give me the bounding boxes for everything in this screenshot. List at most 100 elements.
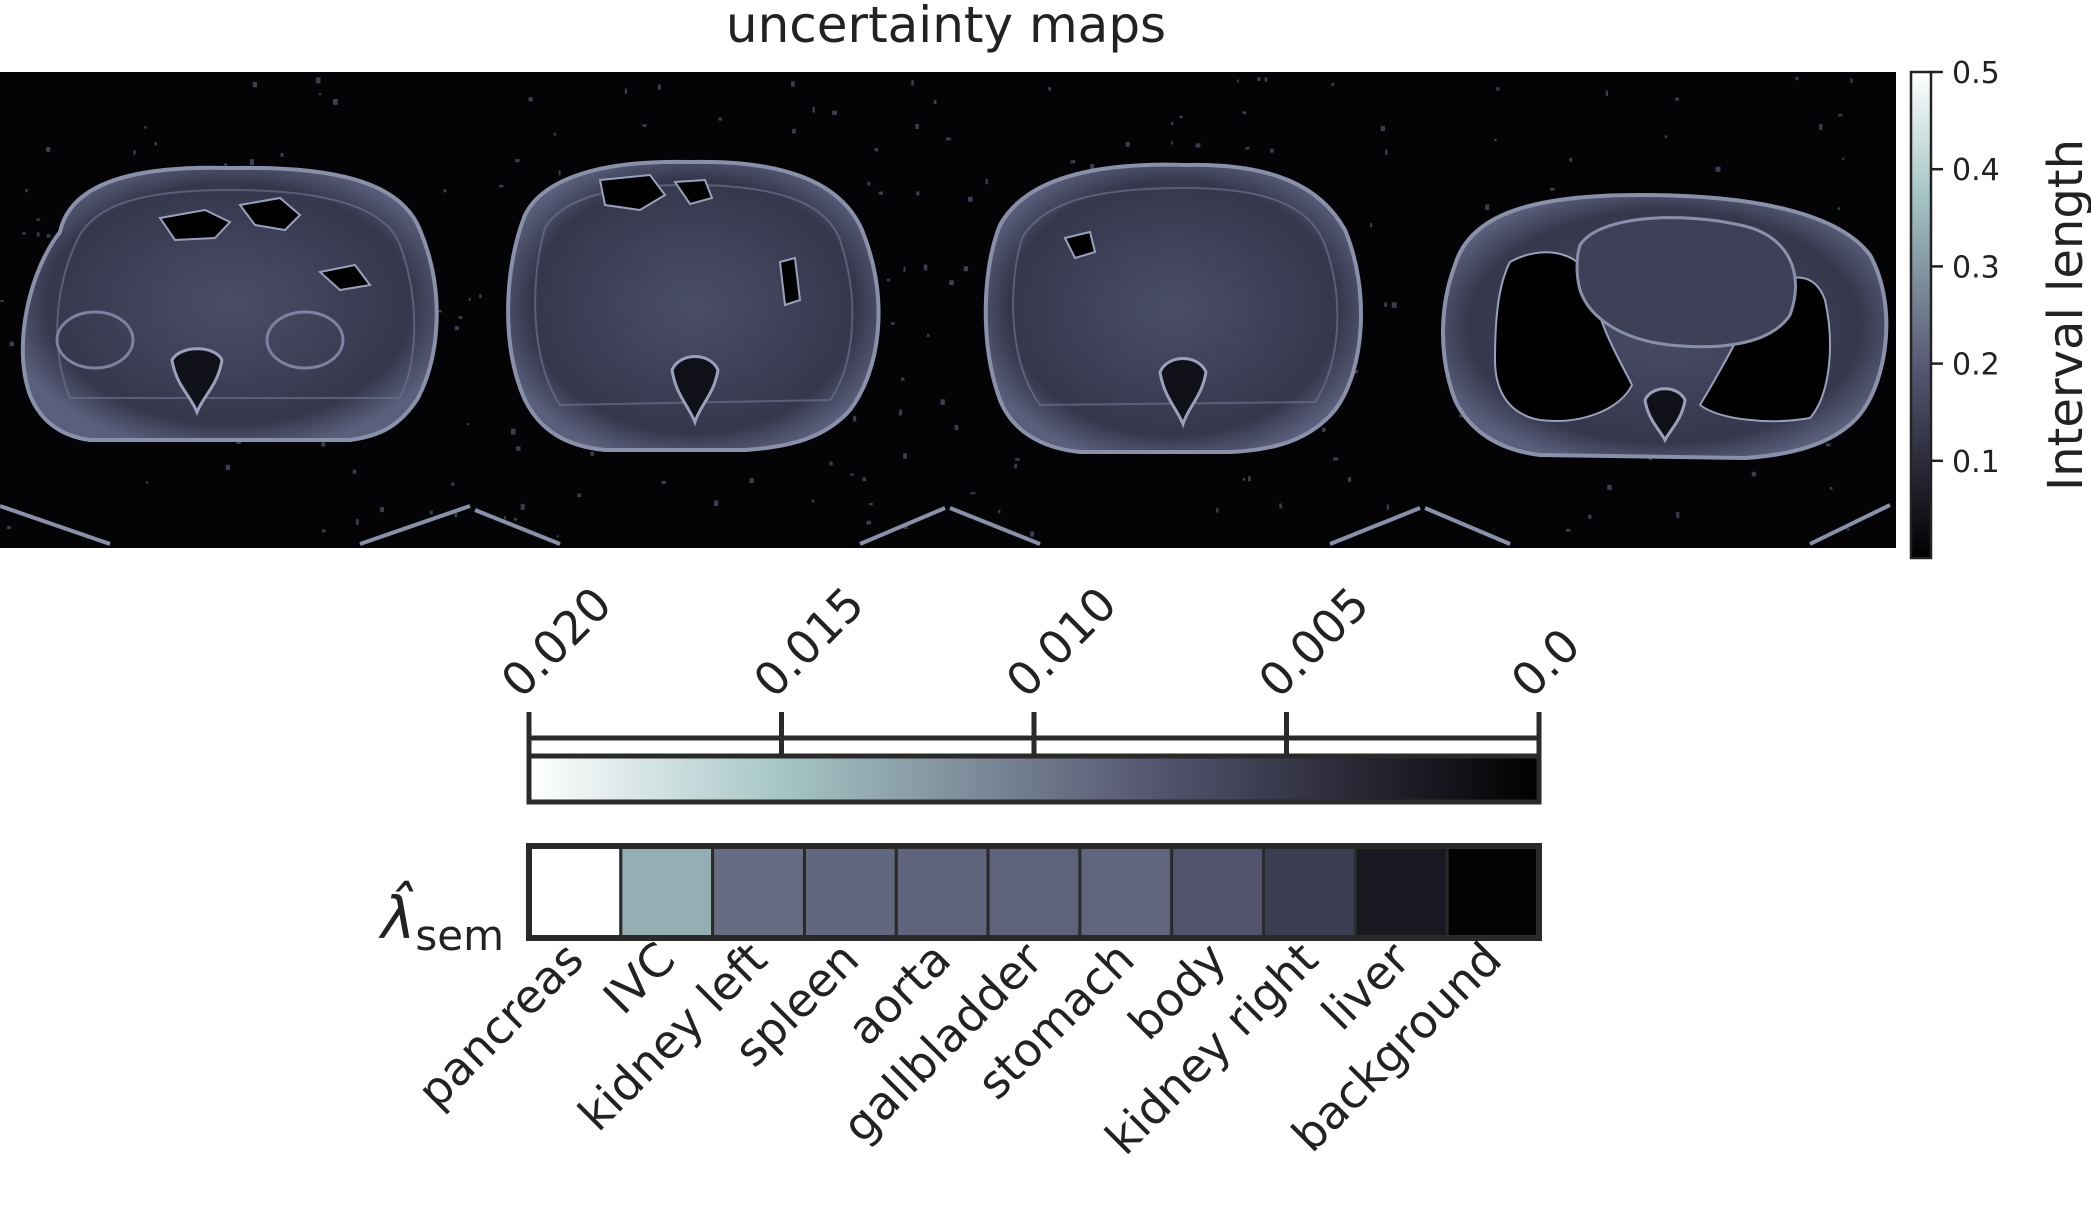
speckle — [510, 428, 516, 435]
table-line — [949, 506, 1421, 546]
speckle — [9, 341, 14, 347]
speckle — [280, 153, 284, 157]
speckle — [1829, 486, 1833, 490]
speckle — [791, 81, 795, 87]
speckle — [1837, 207, 1841, 210]
speckle — [1370, 223, 1373, 228]
speckle — [224, 163, 228, 166]
speckle — [21, 232, 27, 235]
speckle — [1248, 476, 1251, 482]
speckle — [1846, 528, 1850, 531]
spine — [170, 347, 224, 416]
speckle — [1014, 464, 1018, 469]
speckle — [749, 478, 754, 484]
inner-wall — [56, 188, 416, 399]
speckle — [866, 520, 872, 525]
colorbar-tick-label: 0.2 — [1952, 348, 2000, 383]
scale-tick-label: 0.020 — [491, 576, 622, 707]
speckle — [46, 234, 51, 238]
chart-title: uncertainty maps — [726, 0, 1166, 54]
speckle — [1664, 135, 1668, 139]
bowel-gas — [1063, 230, 1097, 260]
kidney-right — [265, 310, 345, 370]
speckle — [1355, 370, 1358, 374]
lambda-cell — [619, 844, 715, 940]
speckle — [355, 519, 359, 525]
speckle — [1605, 90, 1608, 97]
speckle — [829, 461, 833, 466]
scale-tick-label: 0.015 — [743, 576, 874, 707]
speckle — [37, 232, 40, 237]
speckle — [1674, 97, 1679, 101]
speckle — [515, 158, 520, 163]
speckle — [1015, 458, 1020, 461]
speckle — [903, 453, 907, 459]
speckle — [899, 409, 902, 416]
speckle — [553, 132, 557, 136]
speckle — [915, 123, 919, 129]
speckle — [352, 469, 357, 474]
speckle — [1385, 149, 1388, 155]
speckle — [868, 502, 873, 506]
speckle — [236, 440, 242, 444]
speckle — [874, 148, 879, 152]
speckle — [436, 310, 442, 313]
speckle — [970, 492, 976, 495]
spine — [1643, 387, 1687, 444]
speckle — [642, 124, 647, 127]
speckle — [903, 266, 906, 272]
speckle — [36, 218, 41, 221]
lambda-cell — [1078, 844, 1174, 940]
speckle — [528, 97, 533, 102]
speckle — [1270, 148, 1274, 153]
speckle — [878, 191, 884, 195]
speckle — [886, 278, 890, 282]
speckle — [520, 503, 525, 510]
lambda-cell — [802, 844, 898, 940]
table-line — [0, 504, 471, 546]
colorbar-tick-label: 0.4 — [1952, 153, 2000, 188]
speckle — [661, 480, 666, 484]
speckle — [1216, 508, 1219, 513]
speckle — [714, 500, 719, 507]
speckle — [333, 99, 338, 105]
colorbar-tick-label: 0.3 — [1952, 250, 2000, 285]
speckle — [1242, 478, 1246, 481]
speckle — [144, 126, 147, 129]
speckle — [318, 93, 322, 96]
lambda-cell — [1170, 844, 1266, 940]
spine — [670, 355, 720, 427]
speckle — [916, 191, 920, 196]
speckle — [1030, 531, 1035, 537]
speckle — [499, 184, 504, 188]
speckle — [1090, 164, 1095, 170]
speckle — [1070, 160, 1076, 164]
speckle — [1676, 512, 1680, 518]
speckle — [590, 451, 594, 456]
speckle — [1242, 111, 1247, 115]
speckle — [1279, 503, 1282, 509]
speckle — [1850, 78, 1853, 83]
speckle — [466, 423, 469, 426]
lambda-subscript: sem — [415, 911, 504, 960]
body-outline — [506, 159, 881, 452]
speckle — [853, 415, 857, 422]
table-line — [1424, 503, 1891, 546]
speckle — [1825, 443, 1831, 447]
speckle — [1236, 79, 1239, 83]
speckle — [321, 442, 326, 447]
speckle — [792, 128, 796, 134]
speckle — [1837, 114, 1843, 117]
lambda-cell — [986, 844, 1082, 940]
speckle — [454, 512, 458, 518]
speckle — [513, 517, 518, 521]
speckle — [1496, 87, 1500, 91]
lambda-cell — [894, 844, 990, 940]
speckle — [46, 147, 51, 152]
kidney-left — [55, 310, 135, 370]
speckle — [154, 142, 157, 146]
colorbar-tick-label: 0.1 — [1952, 445, 2000, 480]
speckle — [1566, 528, 1571, 532]
speckle — [458, 316, 463, 319]
